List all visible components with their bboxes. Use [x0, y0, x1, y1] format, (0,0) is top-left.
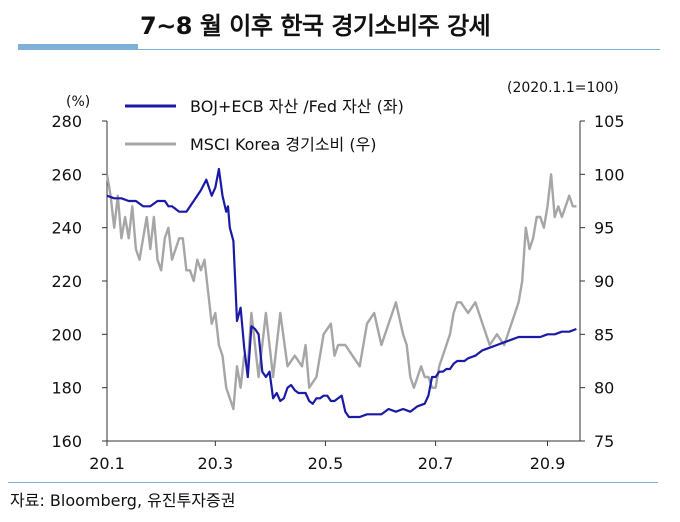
left-tick-label: 280: [51, 112, 82, 131]
x-tick-label: 20.7: [418, 454, 454, 473]
right-tick-label: 95: [594, 219, 614, 238]
source-divider: [8, 482, 658, 483]
title-accent-bar: [18, 44, 138, 49]
right-tick-label: 105: [594, 112, 625, 131]
x-tick-label: 20.3: [198, 454, 234, 473]
series-line: [105, 173, 577, 411]
page-title: 7~8 월 이후 한국 경기소비주 강세: [140, 12, 491, 40]
series-line: [106, 167, 577, 419]
chart-axes: 160 180 200 220 240 260 280 75 80 85 90 95 100 105 20.…: [51, 112, 624, 473]
left-axis-unit: (%): [66, 94, 90, 110]
right-axis-note: (2020.1.1=100): [507, 80, 619, 96]
right-tick-label: 90: [594, 272, 614, 291]
left-tick-label: 240: [51, 219, 82, 238]
chart-legend: BOJ+ECB 자산 /Fed 자산 (좌) MSCI Korea 경기소비 (우…: [125, 97, 404, 154]
right-tick-label: 100: [594, 165, 625, 184]
x-tick-label: 20.5: [308, 454, 344, 473]
x-tick-label: 20.9: [530, 454, 566, 473]
left-tick-label: 200: [51, 325, 82, 344]
x-tick-label: 20.1: [89, 454, 125, 473]
left-tick-label: 220: [51, 272, 82, 291]
title-divider: [18, 49, 660, 50]
left-tick-label: 160: [51, 432, 82, 451]
left-tick-label: 260: [51, 165, 82, 184]
right-tick-label: 85: [594, 325, 614, 344]
left-tick-label: 180: [51, 379, 82, 398]
source-note: 자료: Bloomberg, 유진투자증권: [10, 491, 236, 510]
right-tick-label: 75: [594, 432, 614, 451]
legend-label: MSCI Korea 경기소비 (우): [190, 135, 377, 154]
chart-lines: [105, 167, 577, 419]
legend-label: BOJ+ECB 자산 /Fed 자산 (좌): [190, 97, 404, 116]
dual-axis-line-chart: (%) (2020.1.1=100) 160 180 200 220 240 260 280…: [51, 80, 624, 473]
right-tick-label: 80: [594, 379, 614, 398]
